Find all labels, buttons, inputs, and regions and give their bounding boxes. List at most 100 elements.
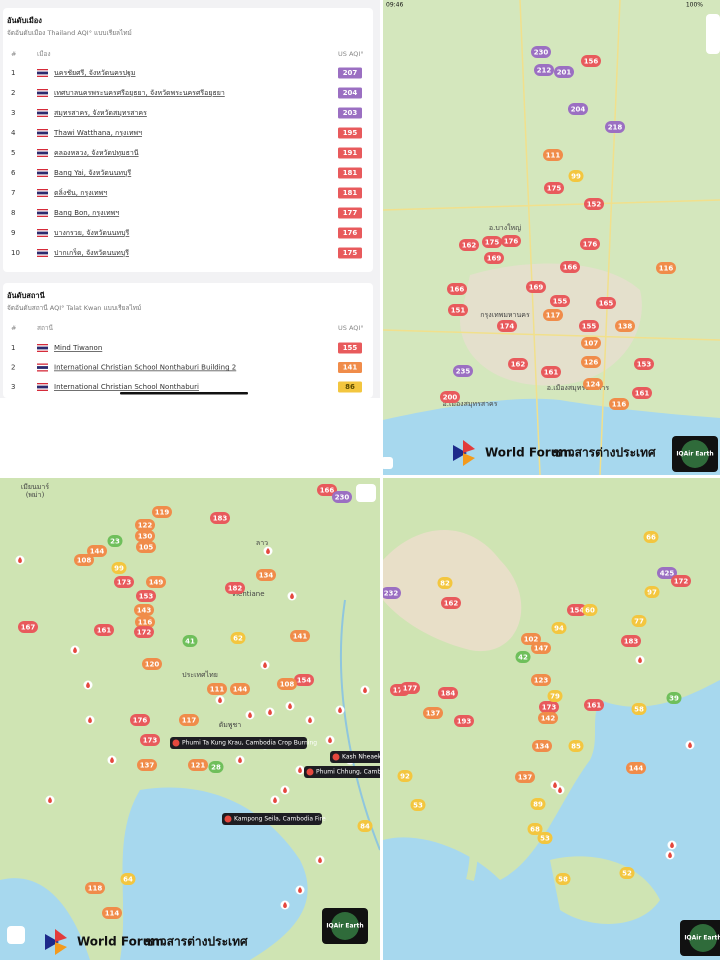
aqi-marker-value: 183 — [213, 515, 228, 523]
aqi-marker-value: 174 — [393, 687, 408, 695]
logo — [463, 453, 475, 466]
aqi-badge — [338, 127, 362, 139]
aqi-marker — [554, 66, 574, 78]
row-name: International Christian School Nonthabur… — [54, 383, 199, 391]
aqi-marker — [120, 873, 136, 885]
column-header: US AQI° — [338, 324, 364, 332]
aqi-marker-value: 66 — [646, 534, 656, 542]
aqi-marker-value: 425 — [660, 570, 675, 578]
row-name: คลองหลวง, จังหวัดปทุมธานี — [54, 149, 139, 157]
aqi-marker-value: 82 — [440, 580, 450, 588]
aqi-marker — [135, 530, 155, 542]
status-battery: 100% — [686, 2, 703, 9]
aqi-marker — [182, 635, 198, 647]
aqi-marker-value: 121 — [191, 762, 206, 770]
aqi-marker-value: 232 — [384, 590, 399, 598]
aqi-marker — [583, 378, 603, 390]
aqi-marker — [152, 506, 172, 518]
row-name: บางกรวย, จังหวัดนนทบุรี — [54, 229, 130, 237]
map-controls[interactable] — [706, 14, 720, 54]
aqi-marker-value: 102 — [524, 636, 539, 644]
aqi-marker-value: 94 — [554, 625, 564, 633]
aqi-marker — [383, 587, 401, 599]
aqi-marker-value: 126 — [584, 359, 599, 367]
watermark-brand: World Forum — [77, 935, 164, 949]
aqi-marker-value: 58 — [634, 706, 644, 714]
rank: 9 — [11, 229, 15, 237]
logo — [55, 929, 67, 942]
flag — [37, 111, 48, 115]
aqi-marker — [555, 873, 571, 885]
aqi-marker-value: 118 — [88, 885, 103, 893]
aqi-marker — [453, 365, 473, 377]
aqi-marker — [596, 297, 616, 309]
aqi-marker — [277, 678, 297, 690]
aqi-marker-value: 162 — [462, 242, 477, 250]
row-name: สมุทรสาคร, จังหวัดสมุทรสาคร — [54, 109, 147, 117]
row-name: Thawi Watthana, กรุงเทพฯ — [53, 129, 142, 137]
fire-callout-icon — [224, 815, 232, 823]
row-name: ปากเกร็ด, จังหวัดนนทบุรี — [54, 248, 129, 257]
aqi-marker-value: 137 — [518, 774, 533, 782]
aqi-marker — [102, 907, 122, 919]
aqi-marker-value: 161 — [635, 390, 650, 398]
home-indicator — [120, 392, 248, 395]
aqi-marker — [657, 567, 677, 579]
aqi-marker-value: 175 — [485, 239, 500, 247]
aqi-marker-value: 169 — [529, 284, 544, 292]
rank: 7 — [11, 189, 15, 197]
aqi-marker-value: 120 — [145, 661, 160, 669]
aqi-marker-value: 62 — [233, 635, 243, 643]
layer-button[interactable] — [356, 484, 376, 502]
aqi-marker-value: 174 — [500, 323, 515, 331]
fire-icon — [263, 662, 267, 668]
aqi-marker — [18, 621, 38, 633]
map-bottom-right — [383, 478, 720, 960]
aqi-marker-value: 53 — [413, 802, 423, 810]
aqi-value: 155 — [343, 344, 358, 352]
aqi-marker-value: 60 — [585, 607, 595, 615]
column-header: # — [11, 50, 16, 58]
locate-button[interactable] — [381, 457, 393, 469]
aqi-value: 175 — [343, 249, 358, 257]
fire-icon — [268, 709, 272, 715]
aqi-marker — [515, 771, 535, 783]
watermark-tagline: ชาวสารต่างประเทศ — [145, 935, 248, 949]
rank: 2 — [11, 364, 15, 372]
locate-button[interactable] — [7, 926, 25, 944]
aqi-marker — [567, 604, 587, 616]
logo — [463, 440, 475, 453]
aqi-marker — [459, 239, 479, 251]
fire-callout-icon — [306, 768, 314, 776]
aqi-marker-value: 141 — [293, 633, 308, 641]
place-label: อ.เมืองสมุทรปราการ — [547, 384, 610, 392]
aqi-marker-value: 235 — [456, 368, 471, 376]
aqi-marker — [521, 633, 541, 645]
place-label: กรุงเทพมหานคร — [480, 311, 530, 319]
aqi-marker-value: 53 — [540, 835, 550, 843]
aqi-marker — [547, 690, 563, 702]
aqi-marker — [515, 651, 531, 663]
aqi-marker-value: 152 — [587, 201, 602, 209]
fire-icon — [18, 557, 22, 563]
flag — [37, 151, 48, 155]
iqair-globe — [331, 912, 359, 940]
aqi-marker — [579, 320, 599, 332]
card-subtitle: จัดอันดับเมือง Thailand AQI° แบบเรียลไทม… — [7, 29, 132, 37]
aqi-marker-value: 119 — [155, 509, 170, 517]
place-label: ประเทศไทย — [182, 670, 218, 679]
column-header: # — [11, 324, 16, 332]
flag — [37, 346, 48, 350]
aqi-marker — [397, 770, 413, 782]
aqi-marker-value: 201 — [557, 69, 572, 77]
aqi-marker-value: 161 — [587, 702, 602, 710]
aqi-marker — [294, 674, 314, 686]
aqi-marker — [541, 366, 561, 378]
aqi-marker-value: 134 — [535, 743, 550, 751]
aqi-badge — [338, 342, 362, 354]
aqi-marker-value: 143 — [137, 607, 152, 615]
fire-callout — [330, 751, 380, 763]
aqi-marker-value: 162 — [511, 361, 526, 369]
aqi-marker-value: 212 — [537, 67, 552, 75]
city-card — [3, 8, 373, 272]
